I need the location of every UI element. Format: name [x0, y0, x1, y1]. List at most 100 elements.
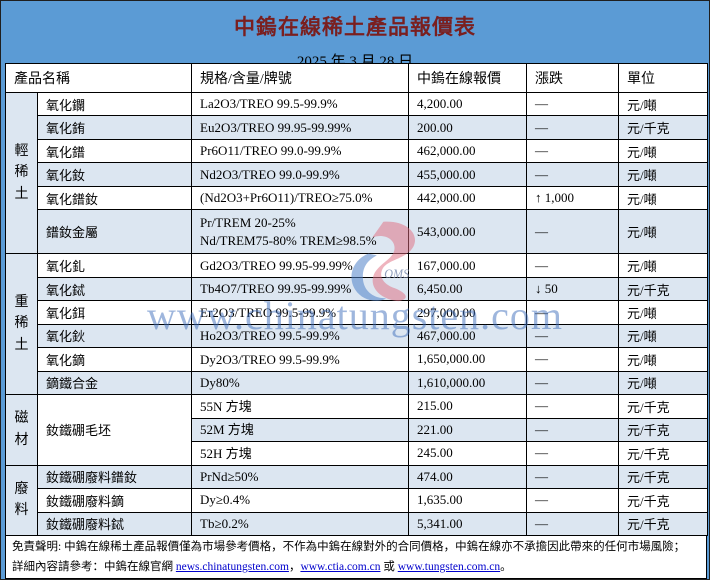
spec-cell: Nd2O3/TREO 99.0-99.9%: [191, 162, 409, 187]
unit-cell: 元/千克: [618, 276, 708, 302]
price-table-body: 輕稀土 氧化鑭 La2O3/TREO 99.5-99.9% 4,200.00— 元/噸氧…: [5, 91, 708, 537]
group-label-cell: 磁材: [5, 394, 38, 466]
unit-cell: 元/噸: [618, 300, 708, 325]
unit-cell: 元/千克: [618, 511, 708, 536]
product-name-cell: 鏑鐵合金: [37, 370, 192, 396]
product-name-cell: 氧化鐠釹: [37, 185, 192, 211]
group-label-cell: 廢料: [5, 464, 38, 537]
disclaimer-line1: 免責聲明: 中鎢在線稀土產品報價僅為市場參考價格，不作為中鎢在線對外的合同價格，…: [12, 541, 686, 553]
header-spec: 規格/含量/牌號: [191, 63, 409, 93]
change-cell: ↑ 1,000: [526, 185, 619, 211]
table-row: 釹鐵硼廢料鏑 Dy≥0.4% 1,635.00— 元/千克: [6, 488, 708, 513]
spec-cell: Dy80%: [191, 370, 409, 396]
price-cell: 221.00: [408, 417, 527, 443]
unit-cell: 元/噸: [618, 347, 708, 372]
table-row: 釹鐵硼廢料鋱 Tb≥0.2% 5,341.00— 元/千克: [6, 511, 708, 536]
unit-cell: 元/噸: [618, 162, 708, 187]
product-name-cell: 釹鐵硼廢料鐠釹: [37, 464, 192, 490]
unit-cell: 元/噸: [618, 370, 708, 396]
product-name-cell: 釹鐵硼毛坯: [37, 394, 192, 466]
product-name-cell: 釹鐵硼廢料鏑: [37, 488, 192, 513]
header-price: 中鎢在線報價: [408, 63, 527, 93]
unit-cell: 元/噸: [618, 209, 708, 255]
price-cell: 467,000.00: [408, 323, 527, 349]
unit-cell: 元/千克: [618, 115, 708, 140]
price-cell: 1,650,000.00: [408, 347, 527, 372]
table-row: 鐠釹金屬 Pr/TREM 20-25% Nd/TREM75-80% TREM≥98.…: [6, 209, 708, 255]
link-ctia[interactable]: www.ctia.com.cn: [300, 560, 381, 573]
change-cell: —: [526, 91, 619, 117]
change-cell: —: [526, 417, 619, 443]
price-cell: 462,000.00: [408, 138, 527, 164]
disclaimer-line2-prefix: 詳細內容請參考：中鎢在線官網: [12, 560, 176, 573]
change-cell: —: [526, 162, 619, 187]
spec-cell: Er2O3/TREO 99.5-99.9%: [191, 300, 409, 325]
change-cell: ↓ 50: [526, 276, 619, 302]
spec-cell: Ho2O3/TREO 99.5-99.9%: [191, 323, 409, 349]
product-name-cell: 氧化鐠: [37, 138, 192, 164]
price-cell: 543,000.00: [408, 209, 527, 255]
product-name-cell: 釹鐵硼廢料鋱: [37, 511, 192, 536]
product-name-cell: 氧化鈥: [37, 323, 192, 349]
product-name-cell: 氧化釓: [37, 253, 192, 278]
spec-cell: Eu2O3/TREO 99.95-99.99%: [191, 115, 409, 140]
spec-cell: Dy2O3/TREO 99.5-99.9%: [191, 347, 409, 372]
unit-cell: 元/千克: [618, 417, 708, 443]
spec-cell: 55N 方塊: [191, 394, 409, 419]
product-name-cell: 氧化鋱: [37, 276, 192, 302]
price-cell: 5,341.00: [408, 511, 527, 536]
product-name-cell: 氧化釹: [37, 162, 192, 187]
table-row: 52M 方塊 221.00— 元/千克: [6, 417, 708, 443]
sentence-end: 。: [500, 560, 512, 573]
price-cell: 1,635.00: [408, 488, 527, 513]
price-cell: 6,450.00: [408, 276, 527, 302]
change-cell: —: [526, 488, 619, 513]
price-cell: 245.00: [408, 441, 527, 466]
price-cell: 455,000.00: [408, 162, 527, 187]
link-news-chinatungsten[interactable]: news.chinatungsten.com: [175, 560, 289, 573]
spec-cell: Pr6O11/TREO 99.0-99.9%: [191, 138, 409, 164]
disclaimer-line2: 詳細內容請參考：中鎢在線官網 news.chinatungsten.com，ww…: [12, 558, 700, 578]
table-row: 氧化鋱 Tb4O7/TREO 99.95-99.99% 6,450.00 ↓ 50 元/…: [6, 276, 708, 302]
price-cell: 474.00: [408, 464, 527, 490]
header-change: 漲跌: [526, 63, 619, 93]
unit-cell: 元/噸: [618, 91, 708, 117]
table-row: 氧化鐠釹 (Nd2O3+Pr6O11)/TREO≥75.0% 442,000.00 ↑…: [6, 185, 708, 211]
change-cell: —: [526, 511, 619, 536]
change-cell: —: [526, 138, 619, 164]
disclaimer-footer: 免責聲明: 中鎢在線稀土產品報價僅為市場參考價格，不作為中鎢在線對外的合同價格，…: [5, 535, 707, 579]
table-row: 氧化鐠 Pr6O11/TREO 99.0-99.9% 462,000.00— 元/噸: [6, 138, 708, 164]
link-tungsten[interactable]: www.tungsten.com.cn: [397, 560, 501, 573]
price-cell: 4,200.00: [408, 91, 527, 117]
spec-cell: Tb≥0.2%: [191, 511, 409, 536]
page-title: 中鎢在線稀土產品報價表: [234, 15, 476, 39]
spec-cell: Tb4O7/TREO 99.95-99.99%: [191, 276, 409, 302]
price-cell: 167,000.00: [408, 253, 527, 278]
price-cell: 200.00: [408, 115, 527, 140]
unit-cell: 元/噸: [618, 138, 708, 164]
change-cell: —: [526, 441, 619, 466]
table-row: 廢料 釹鐵硼廢料鐠釹 PrNd≥50% 474.00— 元/千克: [5, 464, 708, 537]
table-row: 氧化釹 Nd2O3/TREO 99.0-99.9% 455,000.00— 元/噸: [6, 162, 708, 187]
change-cell: —: [526, 370, 619, 396]
spec-cell: 52M 方塊: [191, 417, 409, 443]
table-row: 氧化鉺 Er2O3/TREO 99.5-99.9% 297,000.00— 元/噸: [6, 300, 708, 325]
change-cell: —: [526, 394, 619, 419]
unit-cell: 元/千克: [618, 441, 708, 466]
table-row: 鏑鐵合金 Dy80% 1,610,000.00— 元/噸: [6, 370, 708, 396]
product-name-cell: 氧化鉺: [37, 300, 192, 325]
spec-cell: La2O3/TREO 99.5-99.9%: [191, 91, 409, 117]
header-unit: 單位: [618, 63, 708, 93]
group-label-cell: 輕稀土: [5, 91, 38, 255]
header-product-name: 產品名稱: [5, 63, 192, 93]
change-cell: —: [526, 209, 619, 255]
unit-cell: 元/噸: [618, 253, 708, 278]
table-row: 輕稀土 氧化鑭 La2O3/TREO 99.5-99.9% 4,200.00— 元/噸: [5, 91, 708, 255]
group-label-cell: 重稀土: [5, 253, 38, 396]
link-separator: ，: [288, 560, 301, 573]
change-cell: —: [526, 253, 619, 278]
table-row: 氧化鏑 Dy2O3/TREO 99.5-99.9% 1,650,000.00— 元/噸: [6, 347, 708, 372]
spec-cell: (Nd2O3+Pr6O11)/TREO≥75.0%: [191, 185, 409, 211]
table-row: 氧化銪 Eu2O3/TREO 99.95-99.99% 200.00— 元/千克: [6, 115, 708, 140]
spec-cell: Dy≥0.4%: [191, 488, 409, 513]
